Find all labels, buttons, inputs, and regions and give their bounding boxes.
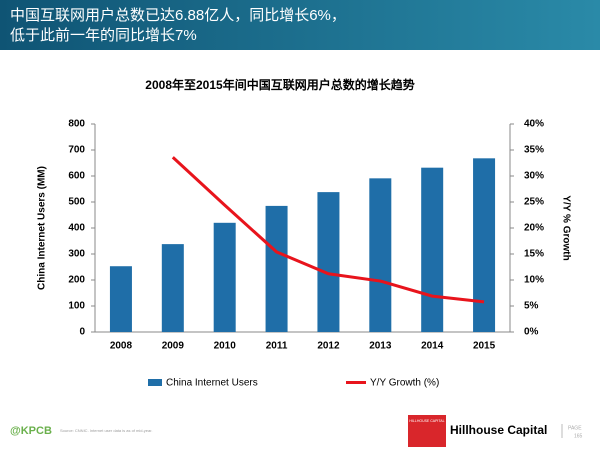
- y2-axis-label: Y/Y % Growth: [560, 195, 571, 260]
- growth-line: [171, 156, 485, 304]
- headline: 低于此前一年的同比增长7%: [10, 27, 197, 44]
- chart: 0 100 200 300 400 500 600 700 800 0% 5% 10% 15% 20% 25…: [68, 119, 544, 389]
- x-tick-label: 2013: [369, 341, 392, 352]
- y-tick-label: 600: [68, 171, 85, 182]
- bar: [421, 167, 444, 332]
- y2-tick-label: 40%: [524, 119, 544, 130]
- x-tick-label: 2010: [214, 341, 237, 352]
- y2-tick-label: 0%: [524, 327, 539, 338]
- y-tick-label: 300: [68, 249, 85, 260]
- logo-text: HILLHOUSE CAPITAL: [409, 419, 444, 423]
- x-tick-label: 2015: [473, 341, 496, 352]
- y2-tick-label: 5%: [524, 301, 539, 312]
- y-tick-label: 100: [68, 301, 85, 312]
- bar: [265, 205, 288, 332]
- y2-tick-label: 25%: [524, 197, 544, 208]
- y-tick-label: 200: [68, 275, 85, 286]
- chart-title: 2008年至2015年间中国互联网用户总数的增长趋势: [145, 77, 414, 92]
- legend-label: Y/Y Growth (%): [370, 378, 439, 389]
- x-tick-label: 2014: [421, 341, 444, 352]
- page-number: 165: [574, 433, 583, 439]
- y-tick-label: 500: [68, 197, 85, 208]
- bar: [161, 244, 184, 332]
- legend-swatch: [148, 379, 162, 386]
- y-axis-label: China Internet Users (MM): [37, 166, 48, 290]
- y-tick-label: 400: [68, 223, 85, 234]
- headline: 中国互联网用户总数已达6.88亿人，同比增长6%，: [10, 7, 346, 24]
- x-tick-label: 2011: [266, 341, 288, 352]
- y2-tick-label: 10%: [524, 275, 544, 286]
- bar: [369, 178, 392, 332]
- x-tick-label: 2009: [162, 341, 185, 352]
- company: Hillhouse Capital: [450, 423, 547, 437]
- y-tick-label: 0: [79, 327, 85, 338]
- y-tick-label: 800: [68, 119, 85, 130]
- y2-tick-label: 30%: [524, 171, 544, 182]
- bar: [109, 266, 132, 332]
- bar: [473, 158, 496, 332]
- bar: [213, 222, 236, 332]
- x-tick-label: 2012: [317, 341, 340, 352]
- y2-tick-label: 35%: [524, 145, 544, 156]
- x-tick-label: 2008: [110, 341, 133, 352]
- y2-tick-label: 15%: [524, 249, 544, 260]
- logo-box: [408, 415, 446, 447]
- brand: @KPCB: [10, 425, 52, 437]
- header-band: [0, 0, 600, 50]
- legend-label: China Internet Users: [166, 378, 258, 389]
- bar: [317, 192, 340, 332]
- y2-tick-label: 20%: [524, 223, 544, 234]
- page-label: PAGE: [568, 425, 582, 431]
- y-tick-label: 700: [68, 145, 85, 156]
- source-note: Source: CNNIC. Internet user data is as …: [60, 428, 152, 433]
